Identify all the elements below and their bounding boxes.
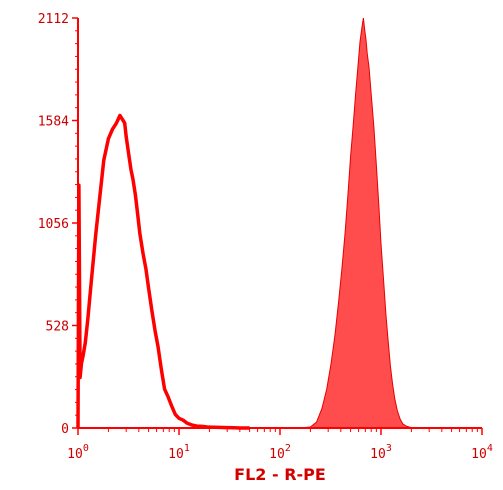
x-tick-label: 100 [67, 443, 89, 462]
x-tick-label: 103 [370, 443, 392, 462]
x-tick-label: 102 [269, 443, 291, 462]
series-layer [76, 17, 416, 430]
tick-layer: 0 528 1056 1584 2112 100 101 102 103 104 [38, 12, 493, 462]
y-tick-label: 0 [61, 422, 69, 437]
filled-histogram-series [280, 17, 416, 429]
y-tick-label: 1056 [38, 217, 69, 232]
y-tick-label: 2112 [38, 12, 69, 27]
x-axis-label: FL2 - R-PE [234, 465, 326, 484]
y-tick-label: 1584 [38, 115, 69, 130]
x-tick-label: 101 [168, 443, 190, 462]
x-tick-label: 104 [471, 443, 493, 462]
outline-histogram-series [76, 113, 250, 430]
y-tick-label: 528 [46, 320, 69, 335]
